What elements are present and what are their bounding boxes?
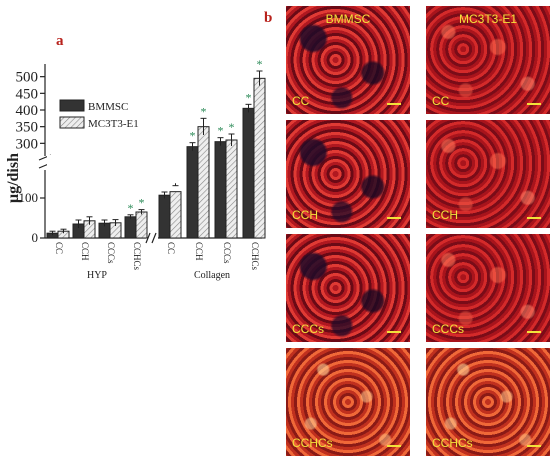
row-label-cc: CC bbox=[432, 94, 450, 108]
row-label-cc: CC bbox=[292, 94, 310, 108]
y-tick-label: 0 bbox=[32, 230, 39, 245]
x-category-label: CC bbox=[166, 242, 176, 254]
micrograph-grid: b BMMSC CC MC3T3-E1 CC CCH CCH CCCs CCCs… bbox=[262, 0, 550, 462]
significance-star: * bbox=[257, 57, 263, 71]
legend-swatch-bmmsc bbox=[59, 99, 85, 112]
row-label-cccs: CCCs bbox=[292, 322, 324, 336]
scale-bar bbox=[387, 331, 401, 333]
y-axis-label: μg/dish bbox=[5, 153, 22, 203]
bar-bmmsc bbox=[124, 216, 137, 239]
row-label-cch: CCH bbox=[432, 208, 458, 222]
panel-label-b: b bbox=[264, 10, 273, 26]
bar-chart-panel: a 0 100 300 350 400 450 500 μg/dish CC CCH CCCs * * C… bbox=[5, 33, 272, 281]
x-group-label-collagen: Collagen bbox=[194, 270, 230, 281]
significance-star: * bbox=[246, 90, 252, 104]
legend-swatch-mc3t3-e1 bbox=[59, 116, 85, 129]
row-label-cch: CCH bbox=[292, 208, 318, 222]
column-title-mc3t3: MC3T3-E1 bbox=[458, 12, 517, 26]
significance-star: * bbox=[229, 120, 235, 134]
bar-bmmsc bbox=[214, 141, 227, 239]
x-category-label: CCH bbox=[80, 242, 90, 261]
y-tick-label: 500 bbox=[16, 70, 39, 86]
bar-mc3t3-e1 bbox=[225, 139, 238, 239]
x-category-label: CCHCs bbox=[250, 242, 260, 271]
panel-label-a: a bbox=[56, 33, 64, 49]
y-tick-label: 300 bbox=[16, 136, 39, 152]
axis-break-band bbox=[47, 155, 272, 166]
bar-bmmsc bbox=[186, 146, 199, 239]
scale-bar bbox=[527, 445, 541, 447]
significance-star: * bbox=[139, 196, 145, 210]
x-category-label: CCCs bbox=[106, 242, 116, 264]
scale-bar bbox=[527, 103, 541, 105]
x-category-label: CCCs bbox=[222, 242, 232, 264]
micrograph-bmmsc-cchcs: CCHCs bbox=[286, 348, 410, 456]
y-tick-label: 400 bbox=[16, 103, 39, 119]
bar-bmmsc bbox=[158, 194, 171, 239]
y-tick-label: 450 bbox=[16, 86, 39, 102]
significance-star: * bbox=[190, 129, 196, 143]
bar-bmmsc bbox=[242, 107, 255, 239]
row-label-cccs: CCCs bbox=[432, 322, 464, 336]
micrograph-mc3t3-cch: CCH bbox=[426, 120, 550, 228]
x-category-label: CCH bbox=[194, 242, 204, 261]
y-tick-label: 350 bbox=[16, 120, 39, 136]
legend-label-mc3t3-e1: MC3T3-E1 bbox=[88, 118, 139, 130]
significance-star: * bbox=[128, 201, 134, 215]
row-label-cchcs: CCHCs bbox=[432, 436, 473, 450]
micrograph-bmmsc-cch: CCH bbox=[286, 120, 410, 228]
significance-star: * bbox=[218, 124, 224, 138]
micrograph-mc3t3-cccs: CCCs bbox=[426, 234, 550, 342]
column-title-bmmsc: BMMSC bbox=[325, 12, 371, 26]
bar-mc3t3-e1 bbox=[197, 126, 210, 239]
scale-bar bbox=[387, 217, 401, 219]
x-category-label: CC bbox=[54, 242, 64, 254]
x-axis-break-mark bbox=[145, 232, 157, 244]
micrograph-bmmsc-cc: BMMSC CC bbox=[286, 6, 410, 114]
scale-bar bbox=[387, 103, 401, 105]
scale-bar bbox=[387, 445, 401, 447]
scale-bar bbox=[527, 217, 541, 219]
micrograph-mc3t3-cc: MC3T3-E1 CC bbox=[426, 6, 550, 114]
x-group-label-hyp: HYP bbox=[87, 270, 107, 281]
micrograph-mc3t3-cchcs: CCHCs bbox=[426, 348, 550, 456]
y-tick-label: 100 bbox=[19, 190, 39, 205]
significance-star: * bbox=[201, 104, 207, 118]
x-category-label: CCHCs bbox=[132, 242, 142, 271]
scale-bar bbox=[527, 331, 541, 333]
bar-mc3t3-e1 bbox=[169, 191, 182, 239]
row-label-cchcs: CCHCs bbox=[292, 436, 333, 450]
bar-mc3t3-e1 bbox=[135, 211, 148, 239]
micrograph-bmmsc-cccs: CCCs bbox=[286, 234, 410, 342]
legend-label-bmmsc: BMMSC bbox=[88, 101, 128, 113]
